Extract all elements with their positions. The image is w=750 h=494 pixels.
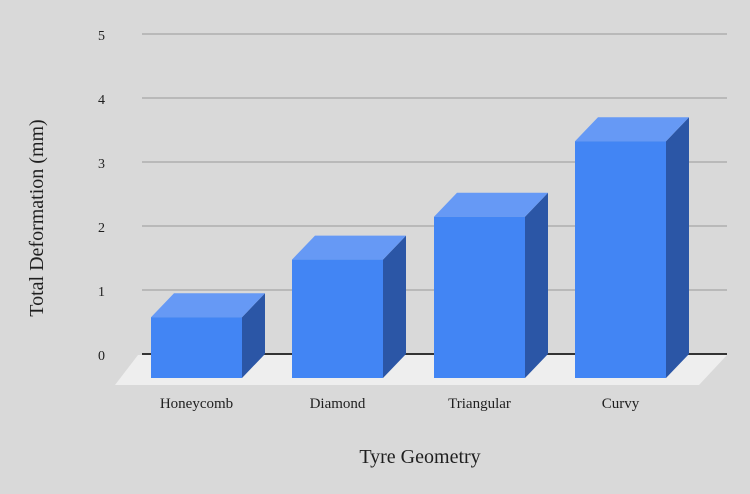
bar-front xyxy=(292,259,383,378)
y-tick-label: 2 xyxy=(98,221,105,236)
bar-top xyxy=(434,192,548,217)
x-tick-label: Curvy xyxy=(602,396,640,412)
bar xyxy=(292,235,406,378)
y-axis-ticks: 0 1 2 3 4 5 xyxy=(98,29,105,364)
x-axis-ticks: Honeycomb Diamond Triangular Curvy xyxy=(160,396,640,412)
bar-front xyxy=(575,141,666,378)
bar xyxy=(434,192,548,378)
y-tick-label: 5 xyxy=(98,29,105,44)
x-tick-label: Honeycomb xyxy=(160,396,233,412)
bar-front xyxy=(151,317,242,378)
y-tick-label: 1 xyxy=(98,285,105,300)
y-tick-label: 4 xyxy=(98,93,105,108)
chart-floor xyxy=(115,355,727,385)
x-axis-title: Tyre Geometry xyxy=(359,446,480,468)
bar-front xyxy=(434,216,525,378)
bar-side xyxy=(666,117,689,378)
x-tick-label: Triangular xyxy=(448,396,511,412)
bar-top xyxy=(575,117,689,142)
y-tick-label: 0 xyxy=(98,349,105,364)
bars xyxy=(151,117,689,378)
x-tick-label: Diamond xyxy=(310,396,366,412)
bar-top xyxy=(151,293,265,318)
y-tick-label: 3 xyxy=(98,157,105,172)
y-axis-title: Total Deformation (mm) xyxy=(26,119,48,316)
bar-side xyxy=(383,235,406,378)
bar-side xyxy=(242,293,265,378)
bar xyxy=(575,117,689,378)
bar-top xyxy=(292,235,406,260)
bar-side xyxy=(525,192,548,378)
bar xyxy=(151,293,265,378)
chart-floor-plane xyxy=(115,355,727,385)
